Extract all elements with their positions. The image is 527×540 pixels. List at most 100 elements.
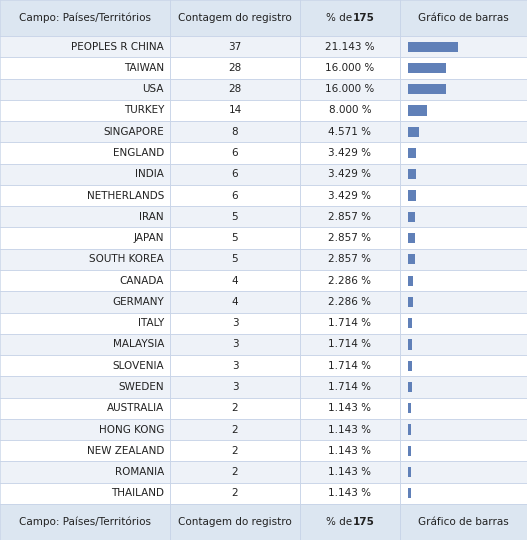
Text: 2: 2	[232, 424, 238, 435]
Bar	[400, 291, 527, 313]
Text: ITALY: ITALY	[138, 318, 164, 328]
Bar	[400, 419, 527, 440]
Bar	[300, 100, 400, 121]
Bar	[408, 488, 411, 498]
Bar	[170, 504, 300, 540]
Bar	[400, 270, 527, 291]
Bar	[300, 419, 400, 440]
Text: 14: 14	[228, 105, 241, 116]
Text: 1.143 %: 1.143 %	[328, 446, 372, 456]
Bar	[170, 313, 300, 334]
Bar	[400, 249, 527, 270]
Bar	[0, 355, 170, 376]
Bar	[408, 297, 413, 307]
Bar	[300, 78, 400, 100]
Bar	[408, 254, 415, 265]
Bar	[400, 206, 527, 227]
Bar	[170, 355, 300, 376]
Text: 1.714 %: 1.714 %	[328, 361, 372, 371]
Bar	[300, 227, 400, 249]
Text: Campo: Países/Territórios: Campo: Países/Territórios	[19, 13, 151, 23]
Bar	[408, 212, 415, 222]
Text: 5: 5	[232, 212, 238, 222]
Bar	[170, 376, 300, 397]
Bar	[408, 424, 411, 435]
Bar	[0, 206, 170, 227]
Bar	[408, 339, 412, 349]
Bar	[300, 249, 400, 270]
Bar	[170, 57, 300, 78]
Text: SLOVENIA: SLOVENIA	[112, 361, 164, 371]
Bar	[0, 483, 170, 504]
Bar	[408, 318, 412, 328]
Text: ROMANIA: ROMANIA	[115, 467, 164, 477]
Bar	[408, 446, 411, 456]
Bar	[0, 249, 170, 270]
Text: Gráfico de barras: Gráfico de barras	[418, 13, 509, 23]
Text: IRAN: IRAN	[139, 212, 164, 222]
Bar	[400, 504, 527, 540]
Bar	[0, 143, 170, 164]
Bar	[170, 36, 300, 57]
Text: 2: 2	[232, 403, 238, 413]
Bar	[408, 42, 458, 52]
Bar	[170, 462, 300, 483]
Bar	[400, 121, 527, 143]
Text: 4: 4	[232, 275, 238, 286]
Text: 3.429 %: 3.429 %	[328, 191, 372, 200]
Bar	[0, 121, 170, 143]
Bar	[170, 0, 300, 36]
Bar	[170, 249, 300, 270]
Text: 6: 6	[232, 191, 238, 200]
Bar	[170, 291, 300, 313]
Text: 1.714 %: 1.714 %	[328, 340, 372, 349]
Bar	[170, 440, 300, 462]
Bar	[400, 100, 527, 121]
Text: 21.143 %: 21.143 %	[325, 42, 375, 52]
Bar	[170, 100, 300, 121]
Bar	[300, 121, 400, 143]
Bar	[300, 313, 400, 334]
Bar	[0, 440, 170, 462]
Bar	[408, 467, 411, 477]
Text: 2.286 %: 2.286 %	[328, 297, 372, 307]
Bar	[400, 78, 527, 100]
Text: INDIA: INDIA	[135, 169, 164, 179]
Text: Contagem do registro: Contagem do registro	[178, 517, 292, 527]
Bar	[408, 105, 427, 116]
Bar	[408, 403, 411, 414]
Bar	[300, 483, 400, 504]
Bar	[0, 313, 170, 334]
Text: 1.143 %: 1.143 %	[328, 467, 372, 477]
Text: 2: 2	[232, 446, 238, 456]
Text: NETHERLANDS: NETHERLANDS	[86, 191, 164, 200]
Bar	[400, 483, 527, 504]
Text: AUSTRALIA: AUSTRALIA	[107, 403, 164, 413]
Bar	[300, 291, 400, 313]
Bar	[170, 78, 300, 100]
Text: 2.857 %: 2.857 %	[328, 212, 372, 222]
Bar	[0, 57, 170, 78]
Bar	[400, 185, 527, 206]
Text: 2.286 %: 2.286 %	[328, 275, 372, 286]
Text: 4: 4	[232, 297, 238, 307]
Bar	[0, 397, 170, 419]
Text: % de: % de	[326, 517, 356, 527]
Text: 2.857 %: 2.857 %	[328, 233, 372, 243]
Text: 4.571 %: 4.571 %	[328, 127, 372, 137]
Bar	[400, 227, 527, 249]
Bar	[0, 0, 170, 36]
Bar	[300, 206, 400, 227]
Text: 1.714 %: 1.714 %	[328, 318, 372, 328]
Bar	[0, 164, 170, 185]
Bar	[400, 164, 527, 185]
Text: SINGAPORE: SINGAPORE	[103, 127, 164, 137]
Bar	[170, 206, 300, 227]
Text: NEW ZEALAND: NEW ZEALAND	[86, 446, 164, 456]
Bar	[170, 270, 300, 291]
Text: % de: % de	[326, 13, 356, 23]
Text: 2: 2	[232, 488, 238, 498]
Bar	[170, 397, 300, 419]
Bar	[300, 376, 400, 397]
Bar	[408, 148, 416, 158]
